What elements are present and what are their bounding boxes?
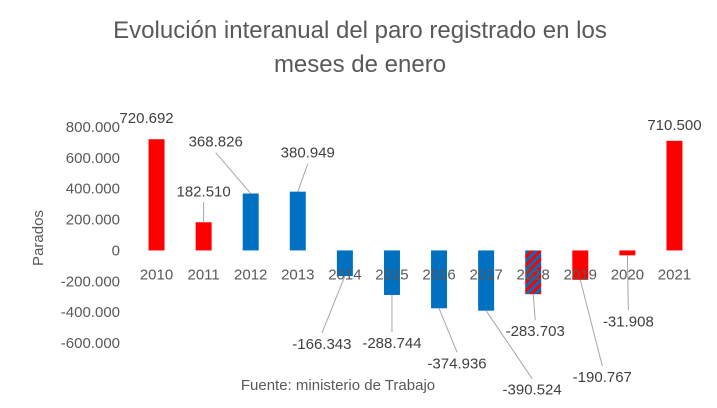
y-tick-label: 800.000 — [66, 119, 120, 136]
y-tick-label: -200.000 — [61, 273, 120, 290]
bar-2016 — [431, 250, 448, 309]
bar-2021 — [666, 140, 683, 251]
leader-line — [297, 163, 309, 192]
bar-2012 — [242, 193, 259, 251]
x-tick-label: 2017 — [469, 266, 502, 283]
x-tick-label: 2016 — [422, 266, 455, 283]
x-tick-label: 2020 — [611, 266, 644, 283]
x-tick-label: 2015 — [375, 266, 408, 283]
x-tick-label: 2018 — [517, 266, 550, 283]
bar-2017 — [478, 250, 495, 311]
leader-line — [215, 152, 252, 194]
data-label: 368.826 — [189, 134, 243, 151]
source-note: Fuente: ministerio de Trabajo — [241, 377, 435, 394]
x-tick-label: 2012 — [234, 266, 267, 283]
data-label: -190.767 — [573, 369, 632, 386]
data-label: 710.500 — [647, 117, 701, 134]
data-label: 380.949 — [281, 145, 335, 162]
x-tick-label: 2014 — [328, 266, 361, 283]
data-label: -374.936 — [427, 355, 486, 372]
y-tick-label: 600.000 — [66, 150, 120, 167]
x-tick-label: 2013 — [281, 266, 314, 283]
data-label: 182.510 — [177, 183, 231, 200]
chart-title-line-1: Evolución interanual del paro registrado… — [113, 17, 607, 44]
chart-title-line-2: meses de enero — [273, 51, 447, 78]
y-tick-label: -400.000 — [61, 304, 120, 321]
leader-line — [438, 308, 458, 353]
bar-2015 — [383, 250, 400, 295]
x-tick-label: 2019 — [564, 266, 597, 283]
bar-2018 — [525, 250, 542, 295]
x-tick-label: 2010 — [140, 266, 173, 283]
y-tick-label: -600.000 — [61, 335, 120, 352]
bar-2013 — [289, 191, 306, 251]
chart-title: Evolución interanual del paro registrado… — [60, 14, 660, 82]
data-label: -31.908 — [603, 313, 654, 330]
y-tick-label: 200.000 — [66, 212, 120, 229]
x-tick-label: 2011 — [187, 266, 219, 283]
bar-2019 — [572, 250, 589, 280]
leader-line — [485, 310, 533, 379]
data-label: -166.343 — [292, 336, 351, 353]
leader-line — [532, 294, 536, 321]
data-label: 720.692 — [119, 110, 173, 127]
bar-2010 — [148, 139, 165, 251]
leader-line — [626, 255, 629, 311]
bar-2014 — [336, 250, 353, 277]
data-label: -390.524 — [503, 382, 562, 399]
leader-line — [579, 279, 603, 366]
x-tick-label: 2021 — [658, 266, 691, 283]
data-label: -283.703 — [506, 323, 565, 340]
bar-2020 — [619, 250, 636, 256]
data-label: -288.744 — [362, 335, 421, 352]
bar-2011 — [195, 222, 212, 251]
y-axis-title: Parados — [30, 210, 47, 266]
y-tick-label: 400.000 — [66, 181, 120, 198]
y-tick-label: 0 — [112, 242, 120, 259]
leader-line — [321, 275, 346, 334]
